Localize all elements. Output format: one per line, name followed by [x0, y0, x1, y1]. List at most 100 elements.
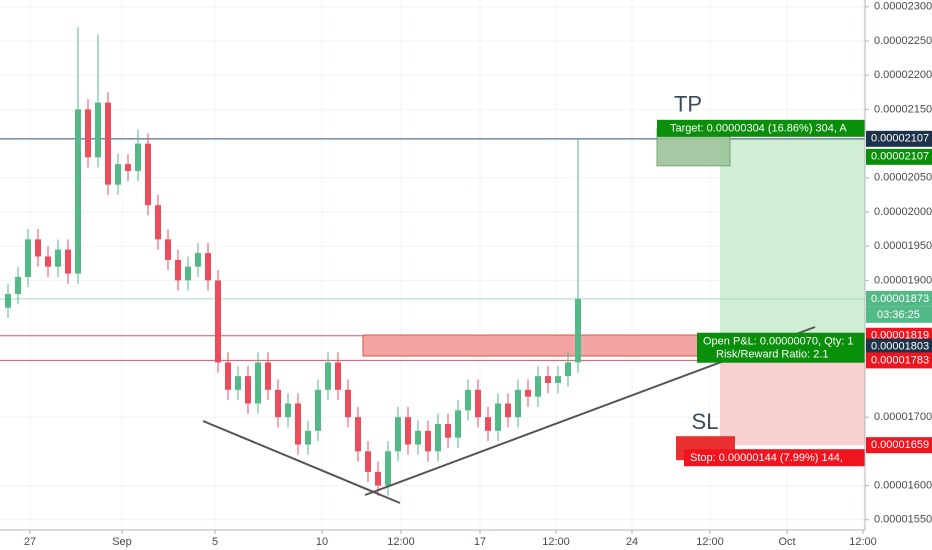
- x-tick-label: 12:00: [696, 536, 724, 548]
- x-tick-label: 12:00: [849, 536, 877, 548]
- candle-body: [325, 362, 331, 390]
- y-tick-label: 0.00001600: [874, 479, 932, 491]
- candle-body: [485, 417, 491, 431]
- candle-body: [165, 239, 171, 260]
- candle-body: [205, 253, 211, 281]
- y-tick-label: 0.00002250: [874, 35, 932, 47]
- candle-body: [285, 403, 291, 418]
- y-tick-label: 0.00002050: [874, 172, 932, 184]
- candle-body: [545, 376, 551, 383]
- trendline: [202, 420, 401, 504]
- candle-body: [505, 403, 511, 418]
- x-tick-label: 27: [24, 536, 36, 548]
- candle-body: [225, 362, 231, 390]
- candle-body: [255, 362, 261, 404]
- candle-body: [25, 239, 31, 277]
- price-badge-label: 0.00001819: [871, 330, 929, 342]
- price-badge: [866, 148, 932, 165]
- y-tick-label: 0.00001950: [874, 240, 932, 252]
- candle-body: [5, 294, 11, 308]
- candle-body: [275, 389, 281, 418]
- rr-label: Risk/Reward Ratio: 2.1: [716, 349, 829, 361]
- price-badge: [866, 437, 932, 454]
- x-tick-label: 12:00: [542, 536, 570, 548]
- candle-body: [445, 424, 451, 438]
- target-label: Target: 0.00000304 (16.86%) 304, A: [670, 123, 847, 135]
- candle-body: [535, 376, 541, 397]
- candle-body: [455, 410, 461, 438]
- candle-body: [465, 389, 471, 411]
- x-tick-label: 10: [316, 536, 328, 548]
- pnl-label: Open P&L: 0.00000070, Qty: 1: [703, 336, 853, 348]
- y-tick-label: 0.00002000: [874, 206, 932, 218]
- target-label-bg: [657, 119, 865, 137]
- price-badge: [866, 338, 932, 355]
- candle-body: [55, 249, 61, 267]
- loss-zone: [720, 346, 865, 446]
- price-badge-label: 0.00001803: [871, 341, 929, 353]
- candle-body: [115, 164, 121, 185]
- candle-body: [525, 389, 531, 397]
- price-badge: [866, 352, 932, 369]
- candle-body: [475, 389, 481, 418]
- y-tick-label: 0.00001900: [874, 274, 932, 286]
- y-tick-label: 0.00002200: [874, 69, 932, 81]
- candle-body: [135, 143, 141, 171]
- candle-body: [35, 239, 41, 257]
- candle-body: [295, 403, 301, 445]
- candle-body: [45, 256, 51, 267]
- candle-body: [345, 389, 351, 418]
- candle-body: [335, 362, 341, 390]
- candle-body: [515, 389, 521, 418]
- y-tick-label: 0.00001550: [874, 514, 932, 526]
- price-badge: [866, 290, 932, 307]
- candle-body: [125, 164, 131, 171]
- candle-body: [365, 451, 371, 472]
- candle-body: [65, 249, 71, 274]
- tp-text: TP: [674, 92, 702, 117]
- candle-body: [175, 259, 181, 281]
- candle-body: [385, 451, 391, 486]
- x-tick-label: Sep: [112, 536, 132, 548]
- price-badge-label: 0.00002107: [871, 133, 929, 145]
- candle-body: [195, 253, 201, 267]
- x-tick-label: 17: [474, 536, 486, 548]
- y-tick-label: 0.00002300: [874, 1, 932, 13]
- candle-body: [185, 266, 191, 281]
- candle-body: [215, 280, 221, 363]
- countdown-badge: [866, 306, 932, 323]
- price-badge-label: 0.00002107: [871, 151, 929, 163]
- stop-label: Stop: 0.00000144 (7.99%) 144,: [690, 452, 843, 464]
- candle-body: [405, 417, 411, 445]
- candle-body: [75, 109, 81, 274]
- price-badge-label: 0.00001783: [871, 354, 929, 366]
- pnl-label-bg: [697, 332, 865, 363]
- candle-body: [575, 298, 581, 363]
- x-tick-label: 5: [212, 536, 218, 548]
- resistance-zone: [362, 334, 701, 357]
- position-labels: Target: 0.00000304 (16.86%) 304, A TP Open…: [656, 92, 865, 467]
- candle-body: [415, 430, 421, 445]
- axis-labels: 0.00002300 0.00002250 0.00002200 0.00002150…: [24, 1, 932, 548]
- candle-body: [375, 471, 381, 486]
- candle-body: [155, 205, 161, 240]
- candle-body: [105, 102, 111, 185]
- candle-body: [565, 362, 571, 377]
- candle-body: [305, 430, 311, 445]
- sl-text: SL: [692, 409, 719, 434]
- candle-body: [425, 430, 431, 452]
- price-badge: [866, 130, 932, 147]
- candle-body: [85, 109, 91, 158]
- x-tick-label: Oct: [778, 536, 795, 548]
- candle-body: [355, 417, 361, 452]
- price-badge-label: 0.00001873: [871, 293, 929, 305]
- candle-body: [555, 376, 561, 383]
- price-axis: [865, 0, 932, 550]
- stop-label-bg: [684, 449, 865, 467]
- x-tick-label: 24: [626, 536, 638, 548]
- x-tick-label: 12:00: [387, 536, 415, 548]
- y-tick-label: 0.00001700: [874, 411, 932, 423]
- candle-body: [95, 102, 101, 158]
- candle-body: [315, 389, 321, 431]
